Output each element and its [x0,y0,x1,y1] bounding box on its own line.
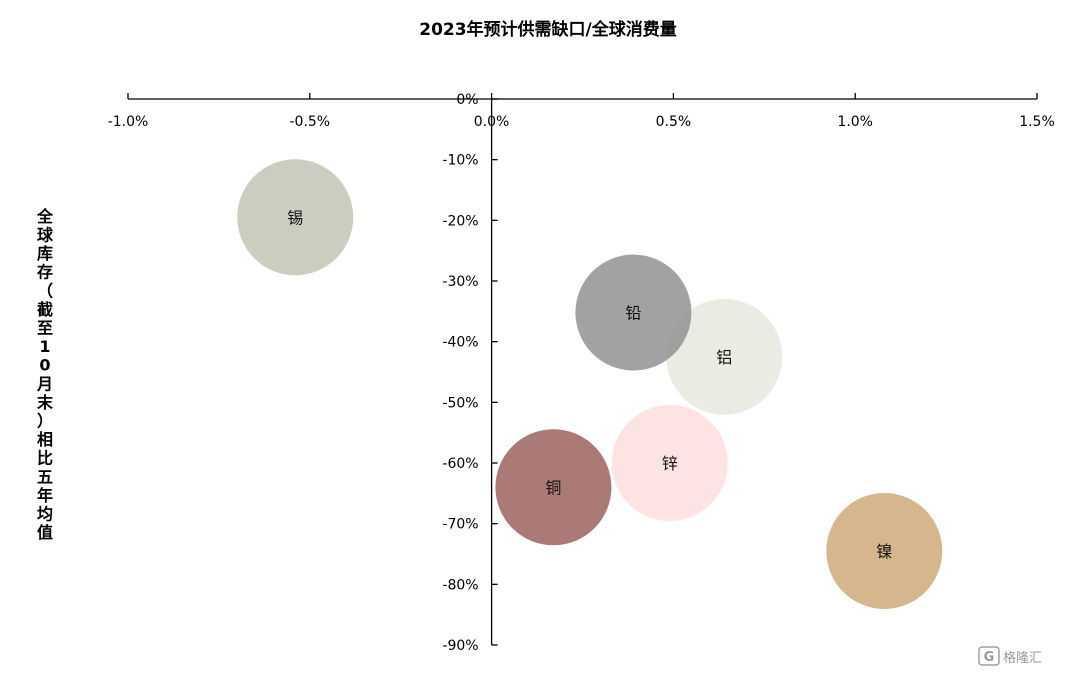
y-tick-label: -30% [442,274,478,290]
x-tick-label: -0.5% [289,114,330,130]
bubble-circle [826,492,943,609]
bubble-0: 锡 [237,159,354,276]
bubble-5: 镍 [826,492,943,609]
bubble-3: 锌 [611,405,728,521]
bubble-label: 铜 [545,478,561,497]
bubble-2: 铅 [575,254,692,371]
bubble-label: 铝 [716,348,732,367]
x-tick-label: 0.5% [656,114,692,130]
bubble-label: 锌 [662,454,678,473]
y-axis-label: 全球库存（截至 1 0 月末）相比五年均值 [36,207,54,542]
bubble-label: 锡 [287,208,303,227]
y-axis-label-text: 全球库存（截至 1 0 月末）相比五年均值 [36,207,54,542]
watermark-logo-letter: G [984,650,995,665]
y-tick-label: -70% [442,517,478,533]
watermark-logo-icon [978,646,1000,666]
bubble-label: 镍 [876,542,892,561]
x-tick-label: 1.5% [1019,114,1055,130]
bubble-circle [611,405,728,521]
y-tick-label: -20% [442,213,478,229]
y-tick-label: -80% [442,577,478,593]
y-tick-label: -10% [442,153,478,169]
bubble-circle [495,429,612,546]
watermark-text: 格隆汇 [1003,650,1042,666]
bubble-circle [666,298,783,415]
y-tick-label: -90% [442,638,478,654]
bubble-4: 铜 [495,429,612,546]
bubble-1: 铝 [666,298,783,415]
y-tick-label: -60% [442,456,478,472]
x-tick-label: 1.0% [837,114,873,130]
watermark: G 格隆汇 [978,646,1042,666]
bubble-label: 铅 [625,304,641,323]
y-tick-label: 0% [456,92,478,108]
x-tick-label: 0.0% [474,114,510,130]
x-tick-label: -1.0% [108,114,149,130]
chart-title: 2023年预计供需缺口/全球消费量 [419,19,677,40]
bubble-circle [575,254,692,371]
y-tick-label: -40% [442,335,478,351]
bubble-circle [237,159,354,276]
y-tick-label: -50% [442,395,478,411]
axes: -1.0% -0.5% 0.0% 0.5% 1.0% 1.5% 0% -10% -20% -30%… [108,92,1055,654]
